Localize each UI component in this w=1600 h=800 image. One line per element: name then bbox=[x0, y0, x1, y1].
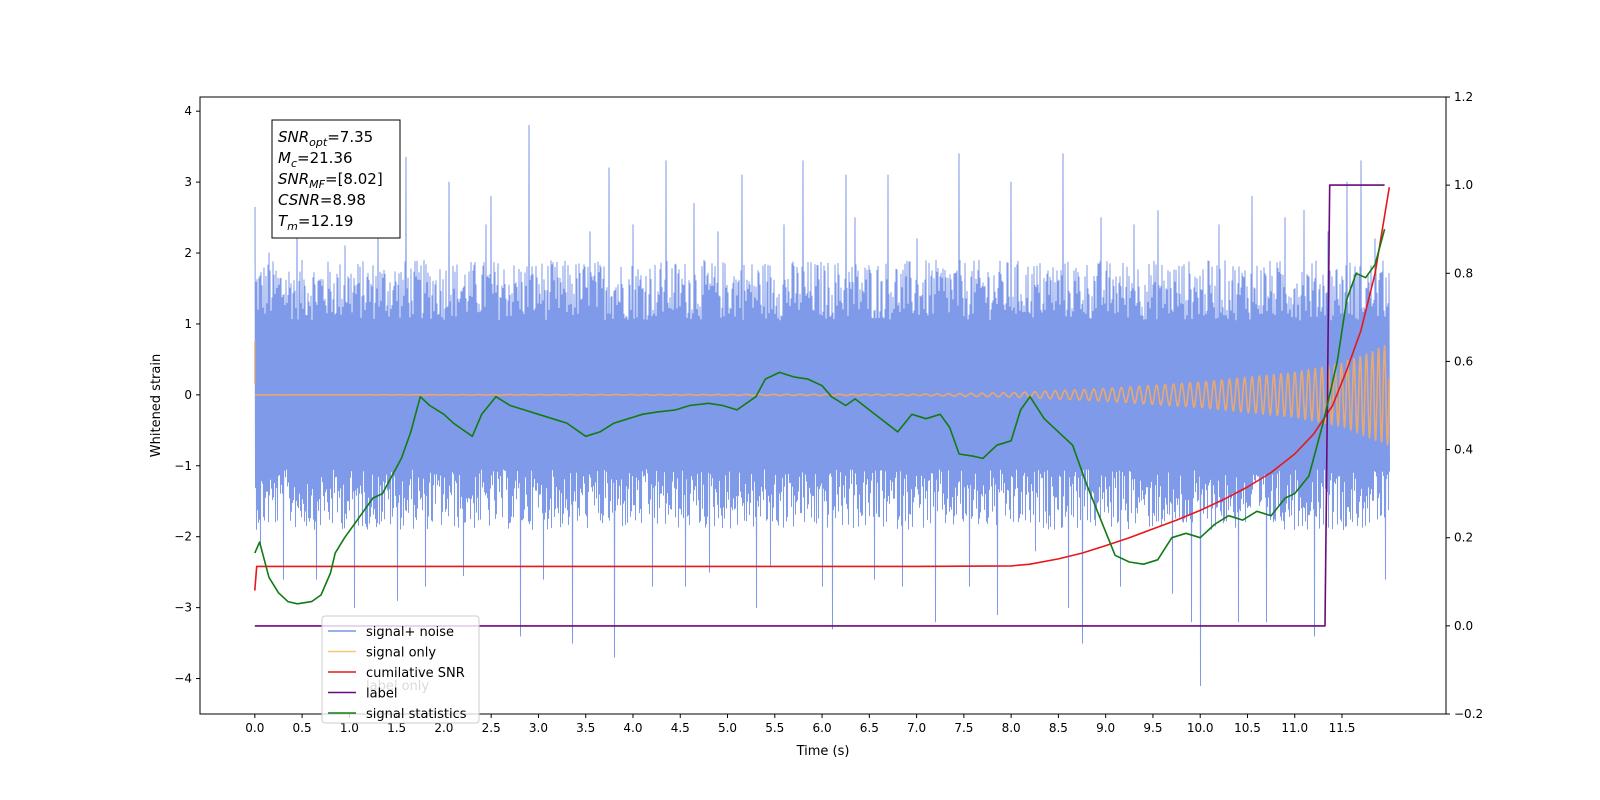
y-tick-label: 0 bbox=[184, 388, 192, 402]
y-tick-label: −3 bbox=[174, 601, 192, 615]
y2-tick-label: 0.4 bbox=[1454, 443, 1473, 457]
y-axis-label: Whitened strain bbox=[149, 354, 164, 457]
y-tick-label: −2 bbox=[174, 530, 192, 544]
annotation-line: CSNR=8.98 bbox=[278, 191, 366, 209]
y2-tick-label: 0.8 bbox=[1454, 266, 1473, 280]
x-tick-label: 5.5 bbox=[765, 721, 784, 735]
x-axis-label: Time (s) bbox=[796, 744, 850, 759]
x-tick-label: 3.5 bbox=[576, 721, 595, 735]
metrics-annotation-box: SNRopt=7.35Mc=21.36SNRMF=[8.02]CSNR=8.98… bbox=[271, 119, 401, 239]
x-tick-label: 0.0 bbox=[245, 721, 264, 735]
y2-tick-label: −0.2 bbox=[1454, 707, 1483, 721]
series-signal-noise bbox=[254, 124, 1390, 687]
legend-entry-label: signal only bbox=[366, 646, 436, 661]
legend-frame bbox=[321, 615, 480, 724]
x-tick-label: 3.0 bbox=[529, 721, 548, 735]
annotation-line: Mc=21.36 bbox=[278, 149, 353, 170]
y-tick-label: 2 bbox=[184, 246, 192, 260]
legend-entry-label: cumilative SNR bbox=[366, 666, 465, 681]
y-tick-label: −4 bbox=[174, 672, 192, 686]
x-tick-label: 0.5 bbox=[293, 721, 312, 735]
x-tick-label: 4.5 bbox=[671, 721, 690, 735]
series-signal-only bbox=[254, 345, 1391, 446]
y-axis-left: −4 −3 −2 −1 0 1 2 3 4 bbox=[174, 104, 200, 686]
series-signal-statistics bbox=[254, 228, 1386, 605]
y2-tick-label: 1.0 bbox=[1454, 178, 1473, 192]
legend-hidden-label: label only bbox=[366, 679, 429, 694]
legend-entry-label: label bbox=[366, 687, 397, 702]
plot-area bbox=[254, 124, 1391, 687]
x-tick-label: 8.5 bbox=[1049, 721, 1068, 735]
axes-frame bbox=[199, 96, 1447, 715]
x-tick-label: 11.5 bbox=[1329, 721, 1356, 735]
y2-tick-label: 0.0 bbox=[1454, 619, 1473, 633]
x-tick-label: 10.5 bbox=[1234, 721, 1261, 735]
x-tick-label: 1.0 bbox=[340, 721, 359, 735]
y2-tick-label: 1.2 bbox=[1454, 90, 1473, 104]
y2-tick-label: 0.6 bbox=[1454, 354, 1473, 368]
x-tick-label: 11.0 bbox=[1281, 721, 1308, 735]
x-tick-label: 7.5 bbox=[954, 721, 973, 735]
x-tick-label: 9.0 bbox=[1096, 721, 1115, 735]
x-tick-label: 6.5 bbox=[860, 721, 879, 735]
x-tick-label: 8.0 bbox=[1002, 721, 1021, 735]
x-axis: 0.0 0.5 1.0 1.5 2.0 2.5 3.0 3.5 4.0 4.5 5.0 5.5 6.0 6… bbox=[245, 714, 1355, 735]
x-tick-label: 1.5 bbox=[387, 721, 406, 735]
y2-tick-label: 0.2 bbox=[1454, 531, 1473, 545]
annotation-line: Tm=12.19 bbox=[278, 212, 353, 233]
x-tick-label: 4.0 bbox=[623, 721, 642, 735]
y-tick-label: 1 bbox=[184, 317, 192, 331]
x-tick-label: 2.5 bbox=[482, 721, 501, 735]
x-tick-label: 6.0 bbox=[813, 721, 832, 735]
legend-entry-label: signal statistics bbox=[366, 707, 467, 722]
annotation-box-frame bbox=[271, 119, 401, 239]
y-tick-label: 4 bbox=[184, 104, 192, 118]
annotation-line: SNRopt=7.35 bbox=[278, 128, 373, 149]
x-tick-label: 5.0 bbox=[718, 721, 737, 735]
legend: label only signal+ noise signal only cumila… bbox=[321, 615, 480, 724]
y-axis-right: −0.2 0.0 0.2 0.4 0.6 0.8 1.0 1.2 bbox=[1446, 90, 1483, 721]
annotation-line: SNRMF=[8.02] bbox=[278, 170, 383, 191]
y-tick-label: 3 bbox=[184, 175, 192, 189]
x-tick-label: 10.0 bbox=[1187, 721, 1214, 735]
y-tick-label: −1 bbox=[174, 459, 192, 473]
x-tick-label: 2.0 bbox=[434, 721, 453, 735]
legend-entry-label: signal+ noise bbox=[366, 625, 454, 640]
x-tick-label: 7.0 bbox=[907, 721, 926, 735]
x-tick-label: 9.5 bbox=[1143, 721, 1162, 735]
